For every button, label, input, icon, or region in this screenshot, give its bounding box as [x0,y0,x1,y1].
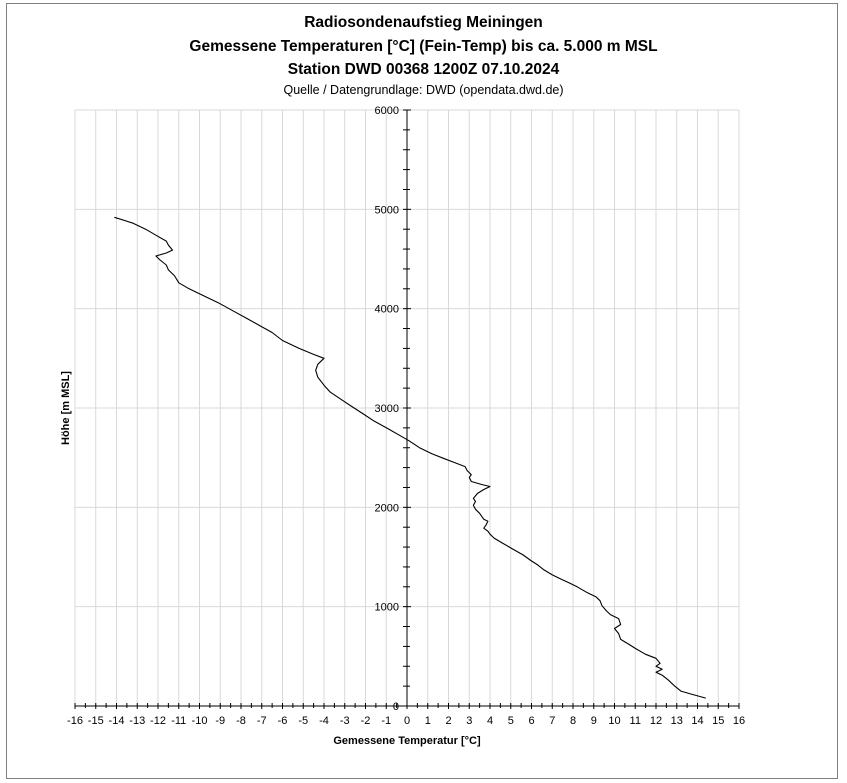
axes [74,109,740,709]
x-axis-label: Gemessene Temperatur [°C] [333,735,481,747]
y-tick-label: 0 [393,701,399,713]
x-tick-label: 1 [425,715,431,727]
x-tick-label: 11 [630,715,641,727]
tick-labels: -16 -15 -14 -13 -12 -11 -10 -9 -8 -7 -6 -5 -4 -3 -2 -1 0… [67,105,745,727]
x-tick-label: 3 [466,715,472,727]
y-tick-label: 1000 [375,602,399,614]
x-tick-label: -2 [361,715,371,727]
x-tick-label: 5 [508,715,514,727]
series-layer [114,216,706,699]
x-tick-label: 15 [712,715,724,727]
x-tick-label: -1 [381,715,391,727]
x-tick-label: -8 [236,715,246,727]
x-tick-label: -14 [109,715,125,727]
x-tick-label: 8 [570,715,576,727]
x-tick-label: -10 [192,715,208,727]
y-tick-label: 2000 [375,502,399,514]
x-tick-label: -7 [257,715,267,727]
x-tick-label: 12 [650,715,662,727]
chart-subtitle: Quelle / Datengrundlage: DWD (opendata.d… [283,83,564,97]
x-tick-label: 0 [404,715,410,727]
x-tick-label: 4 [487,715,493,727]
x-tick-label: 6 [528,715,534,727]
x-tick-label: -3 [340,715,350,727]
chart-title-line-2: Gemessene Temperaturen [°C] (Fein-Temp) … [189,38,658,55]
x-tick-label: -4 [319,715,329,727]
y-tick-label: 3000 [375,403,399,415]
x-tick-label: -16 [67,715,83,727]
grid [74,109,740,706]
y-axis-label: Höhe [m MSL] [60,371,72,445]
x-tick-label: 7 [549,715,555,727]
x-tick-label: -13 [129,715,145,727]
x-tick-label: -12 [150,715,166,727]
x-tick-label: -11 [171,715,186,727]
temperature-profile-line [114,216,706,699]
x-tick-label: 10 [608,715,620,727]
y-tick-label: 5000 [375,204,399,216]
chart-title: Radiosondenaufstieg Meiningen [304,14,543,31]
y-tick-label: 6000 [375,105,399,117]
x-tick-label: 14 [691,715,703,727]
x-tick-label: 9 [591,715,597,727]
chart-title-line-3: Station DWD 00368 1200Z 07.10.2024 [287,61,560,78]
x-tick-label: -6 [278,715,288,727]
x-tick-label: -15 [88,715,104,727]
x-tick-label: 16 [733,715,745,727]
chart-frame [6,3,838,779]
x-tick-label: -9 [215,715,225,727]
y-tick-label: 4000 [375,304,399,316]
x-tick-label: 2 [445,715,451,727]
x-tick-label: -5 [298,715,308,727]
x-tick-label: 13 [671,715,683,727]
